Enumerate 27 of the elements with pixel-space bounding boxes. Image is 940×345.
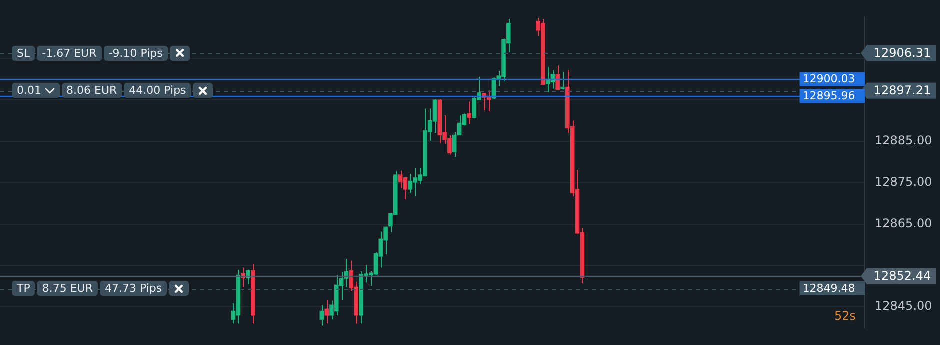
ref-line-label: 12900.03: [802, 72, 856, 86]
annotation: 52s: [834, 308, 856, 323]
candlestick: [560, 71, 565, 90]
candlestick: [241, 267, 246, 288]
ref-line-label: 12852.44: [874, 268, 932, 283]
annotation: -1.67 EUR: [42, 46, 97, 61]
annotation: 44.00 Pips: [129, 83, 186, 98]
annotation: 47.73 Pips: [105, 281, 162, 296]
y-tick-label: 12865.00: [875, 216, 932, 230]
annotation: TP: [17, 281, 30, 296]
annotation: 8.75 EUR: [42, 281, 93, 296]
candlestick: [556, 65, 560, 91]
annotation: -9.10 Pips: [108, 46, 163, 61]
ref-line-label: 12906.31: [874, 46, 932, 60]
ref-line-label: 12849.48: [802, 282, 856, 295]
annotation: SL: [17, 46, 30, 61]
ref-line-label: 12897.21: [874, 84, 932, 98]
y-tick-label: 12845.00: [875, 299, 932, 314]
annotation: 8.06 EUR: [66, 83, 118, 98]
y-tick-label: 12875.00: [875, 174, 932, 189]
candlestick: [324, 300, 329, 324]
ref-line-label: 12895.96: [802, 89, 856, 102]
candlestick: [467, 101, 472, 125]
candlestick: [246, 269, 250, 285]
y-tick-label: 12885.00: [875, 134, 932, 148]
annotation: 0.01: [17, 83, 42, 98]
candlestick: [320, 304, 324, 326]
